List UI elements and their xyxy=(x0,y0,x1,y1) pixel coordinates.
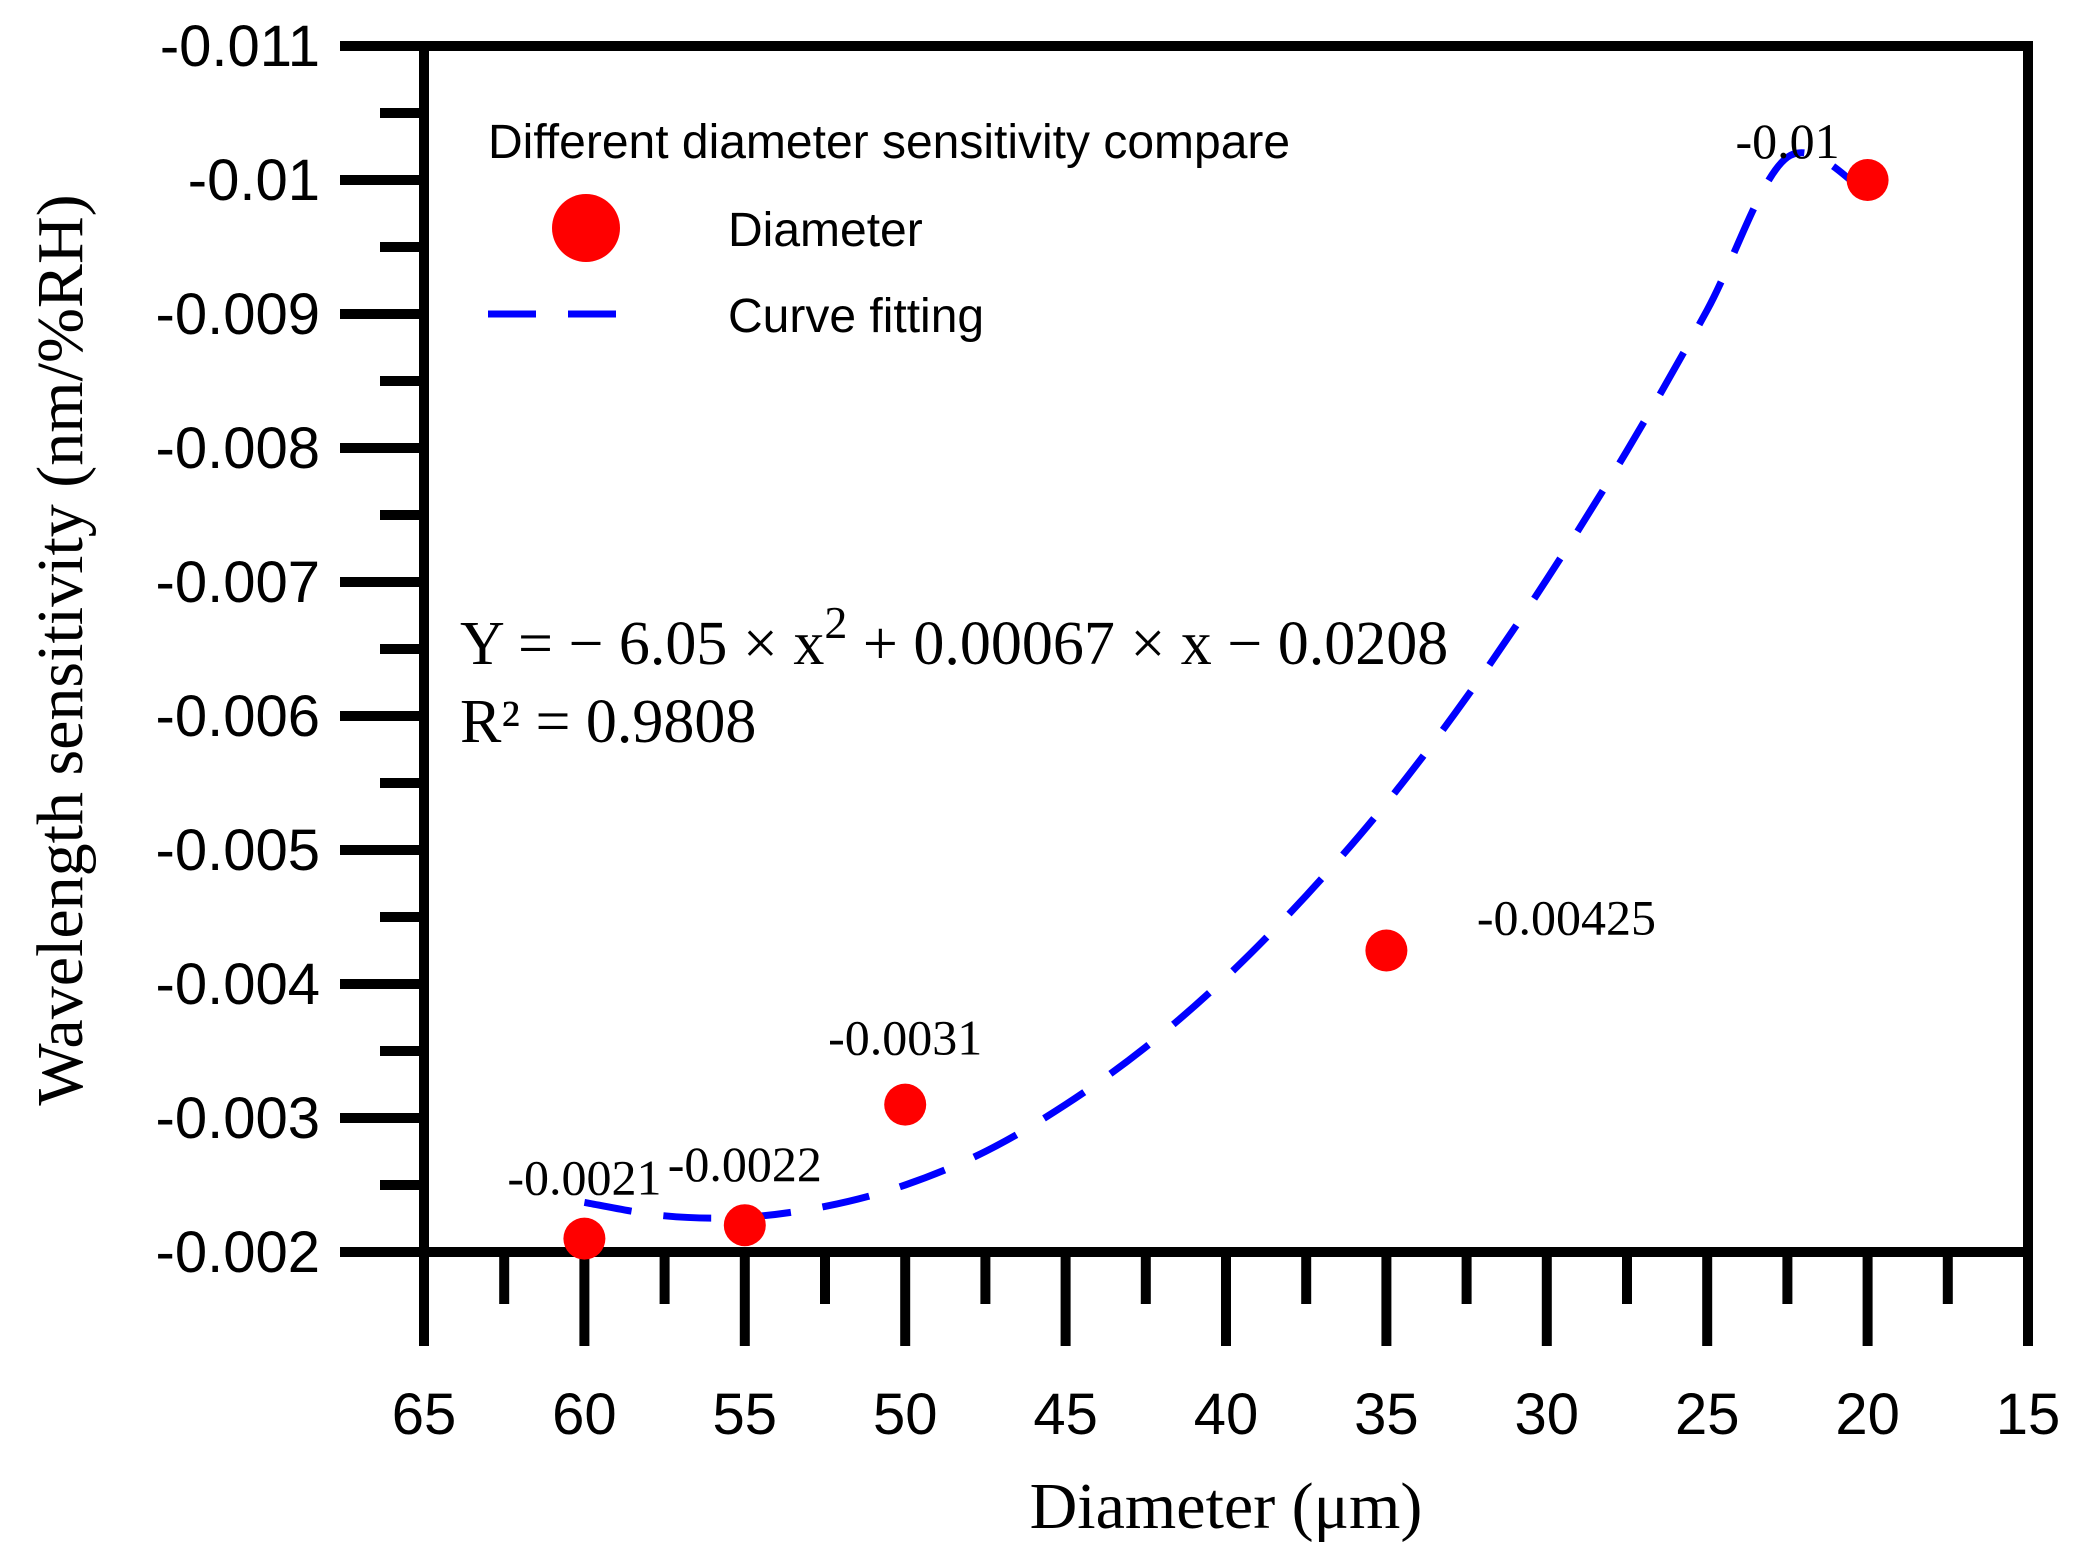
y-tick-label: -0.008 xyxy=(156,416,320,481)
curve-fitting-line xyxy=(583,149,1870,1222)
y-axis-title: Wavelength sensitivity (nm/%RH) xyxy=(24,194,97,1105)
data-labels: -0.0021 -0.0022 -0.0031 -0.00425 -0.01 xyxy=(507,113,1839,1206)
x-axis-ticks: 65 60 55 50 45 40 35 30 25 20 15 xyxy=(392,1252,2061,1447)
equation-line-1: Y = − 6.05 × x2 + 0.00067 × x − 0.0208 xyxy=(460,597,1448,678)
y-tick-label: -0.006 xyxy=(156,684,320,749)
y-tick-label: -0.01 xyxy=(188,148,320,213)
data-points xyxy=(563,159,1889,1260)
x-tick-label: 60 xyxy=(552,1382,617,1447)
y-tick-label: -0.005 xyxy=(156,818,320,883)
y-tick-label: -0.007 xyxy=(156,550,320,615)
x-tick-label: 50 xyxy=(873,1382,938,1447)
x-tick-label: 25 xyxy=(1675,1382,1740,1447)
data-point xyxy=(563,1217,606,1260)
x-tick-label: 15 xyxy=(1996,1382,2061,1447)
data-point-label: -0.0022 xyxy=(668,1136,822,1192)
legend-label-curve-fitting: Curve fitting xyxy=(728,290,984,343)
x-tick-label: 40 xyxy=(1194,1382,1259,1447)
data-point-label: -0.00425 xyxy=(1477,890,1656,946)
x-tick-label: 45 xyxy=(1033,1382,1098,1447)
fit-equation: Y = − 6.05 × x2 + 0.00067 × x − 0.0208 R… xyxy=(460,597,1448,756)
legend-marker-diameter xyxy=(552,194,620,262)
y-tick-label: -0.004 xyxy=(156,952,320,1017)
x-tick-label: 35 xyxy=(1354,1382,1419,1447)
y-tick-label: -0.011 xyxy=(160,14,320,79)
x-tick-label: 20 xyxy=(1835,1382,1900,1447)
legend: Different diameter sensitivity compare D… xyxy=(488,116,1290,343)
x-axis-title: Diameter (μm) xyxy=(1030,1470,1423,1543)
x-tick-label: 30 xyxy=(1515,1382,1580,1447)
data-point-label: -0.01 xyxy=(1736,113,1840,169)
data-point-label: -0.0021 xyxy=(507,1150,661,1206)
x-tick-label: 65 xyxy=(392,1382,457,1447)
equation-line-2: R² = 0.9808 xyxy=(460,688,756,756)
data-point xyxy=(1365,929,1408,972)
y-tick-label: -0.003 xyxy=(156,1086,320,1151)
data-point xyxy=(884,1083,927,1126)
y-tick-label: -0.002 xyxy=(156,1220,320,1285)
y-tick-label: -0.009 xyxy=(156,282,320,347)
y-axis-ticks: -0.002 -0.003 -0.004 -0.005 -0.006 -0.007 -0.0… xyxy=(156,14,424,1285)
legend-title: Different diameter sensitivity compare xyxy=(488,116,1290,169)
x-tick-label: 55 xyxy=(713,1382,778,1447)
data-point-label: -0.0031 xyxy=(828,1010,982,1066)
legend-label-diameter: Diameter xyxy=(728,204,923,257)
data-point xyxy=(1846,159,1889,201)
data-point xyxy=(723,1204,766,1247)
